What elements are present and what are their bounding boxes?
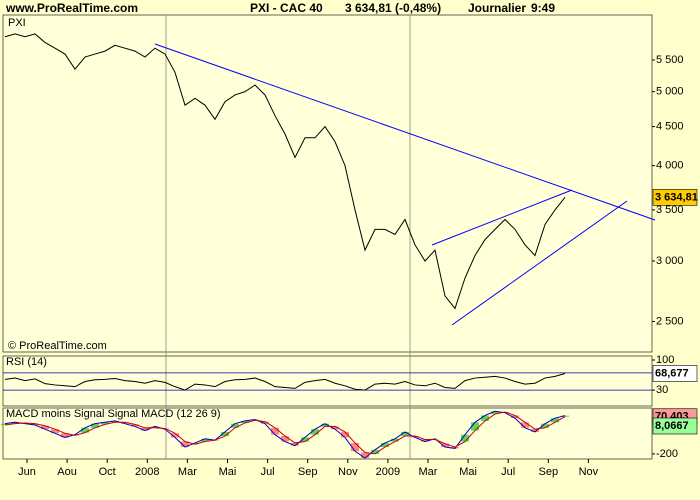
histogram-bar [41,425,49,430]
histogram-bar [361,452,369,459]
histogram-bar [121,422,129,424]
last-value-label: 3 634,81 [655,191,698,203]
panel-label: RSI (14) [6,356,47,368]
histogram-bar [561,415,569,417]
histogram-bar [141,427,149,431]
y-tick-label: 3 500 [656,204,684,216]
panel-label: MACD moins Signal Signal MACD (12 26 9) [6,408,221,420]
histogram-bar [1,423,9,426]
histogram-bar [201,438,209,442]
histogram-bar [391,438,399,442]
histogram-bar [151,426,159,428]
y-tick-label: 4 500 [656,120,684,132]
histogram-bar [291,442,299,446]
histogram-bar [491,411,499,415]
histogram-bar [541,423,549,428]
histogram-bar [91,423,99,428]
histogram-bar [461,434,469,442]
histogram-bar [221,431,229,437]
y-tick-label: 100 [656,354,674,366]
histogram-bar [111,420,119,423]
histogram-bar [371,449,379,454]
x-tick-label: Aou [57,466,77,478]
instrument: PXI - CAC 40 [250,1,323,15]
y-tick-label: 30 [656,384,668,396]
rsi-panel [2,355,653,407]
quote: 3 634,81 (-0,48%) [345,1,441,15]
histogram-bar [231,423,239,428]
histogram-bar [171,433,179,438]
copyright: © ProRealTime.com [8,340,107,352]
histogram-bar [81,427,89,433]
x-tick-label: Oct [99,466,116,478]
histogram-bar [331,426,339,430]
histogram-bar [101,422,109,425]
histogram-bar [341,431,349,438]
y-tick-label: 2 500 [656,315,684,327]
x-tick-label: Mar [178,466,197,478]
y-tick-label: 5 000 [656,86,684,98]
time: 9:49 [531,1,555,15]
macd-line [4,410,566,459]
histogram-bar [241,420,249,423]
trendline [431,189,573,246]
histogram-bar [521,422,529,428]
histogram-bar [471,422,479,431]
histogram-bar [511,415,519,419]
histogram-bar [131,424,139,427]
histogram-bar [401,431,409,437]
histogram-bar [191,442,199,445]
period: Journalier [468,1,526,15]
x-tick-label: 2009 [376,466,400,478]
histogram-bar [351,442,359,452]
x-tick-label: Jul [261,466,275,478]
last-value-box [652,189,698,206]
histogram-bar [311,429,319,435]
last-value-box [652,417,698,435]
histogram-bar [11,422,19,424]
x-tick-label: Sep [539,466,559,478]
price-line [4,372,566,391]
histogram-bar [31,423,39,426]
price-panel [2,14,653,353]
histogram-bar [271,427,279,435]
histogram-bar [411,436,419,438]
x-tick-label: Mai [459,466,477,478]
x-tick-label: Sep [298,466,318,478]
last-value-label: 8,0667 [655,420,689,432]
histogram-bar [61,433,69,438]
panel-label: PXI [8,17,26,29]
y-tick-label: 3 000 [656,255,684,267]
histogram-bar [381,442,389,448]
macd-panel [2,407,653,460]
histogram-bar [181,441,189,448]
histogram-bar [531,429,539,432]
x-tick-label: Mar [419,466,438,478]
y-tick-label: 5 500 [656,54,684,66]
histogram-bar [441,443,449,448]
x-tick-label: Jun [18,466,36,478]
x-tick-label: Mai [219,466,237,478]
trendline [451,200,628,326]
histogram-bar [551,418,559,423]
histogram-bar [281,436,289,442]
histogram-bar [301,437,309,442]
histogram-bar [421,439,429,442]
site: www.ProRealTime.com [5,1,138,15]
histogram-bar [481,415,489,421]
last-value-label: 68,677 [655,367,689,379]
histogram-bar [321,423,329,427]
last-value-box [652,365,698,382]
x-tick-label: 2008 [135,466,159,478]
histogram-bar [261,421,269,424]
x-tick-label: Nov [338,466,358,478]
x-tick-label: Nov [579,466,599,478]
macd-line [4,411,566,455]
histogram-bar [51,429,59,434]
y-tick-label: 4 000 [656,160,684,172]
x-tick-label: Jul [501,466,515,478]
y-tick-label: -200 [656,448,678,460]
price-line [4,33,566,310]
